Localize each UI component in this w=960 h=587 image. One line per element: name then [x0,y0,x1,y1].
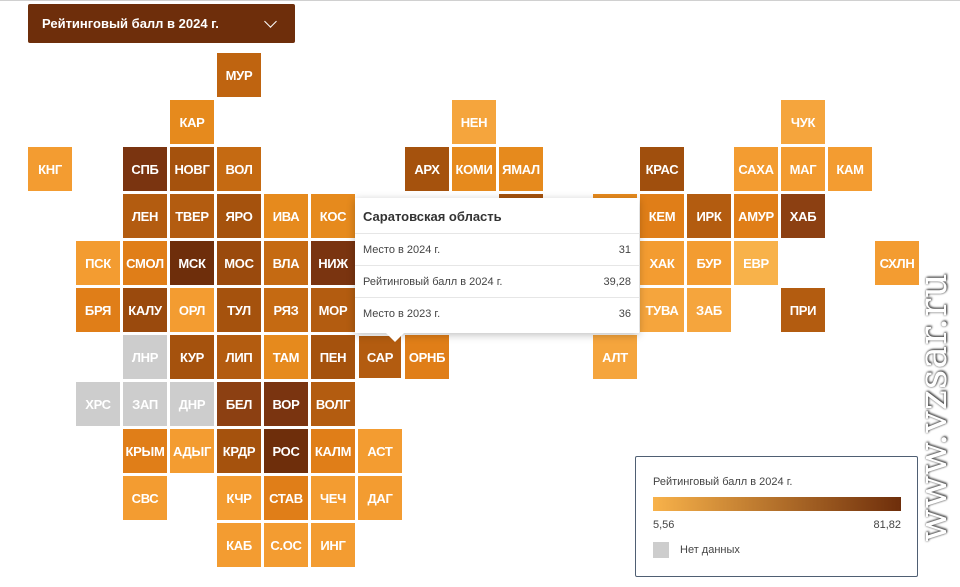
region-tile[interactable]: ЯМАЛ [499,147,543,191]
legend-min-label: 5,56 [653,519,675,531]
legend-title: Рейтинговый балл в 2024 г. [653,476,793,488]
region-tile[interactable]: ЛЕН [123,194,167,238]
tooltip-row-value: 36 [618,307,631,320]
region-tile[interactable]: МУР [217,53,261,97]
region-tile[interactable]: ЧЕЧ [311,476,355,520]
region-tile[interactable]: МОР [311,288,355,332]
region-tile[interactable]: КАР [170,100,214,144]
top-divider [0,0,960,1]
region-tile[interactable]: КАМ [828,147,872,191]
region-tile[interactable]: СТАВ [264,476,308,520]
region-tile[interactable]: ИРК [687,194,731,238]
region-tile[interactable]: ЧУК [781,100,825,144]
color-legend: Рейтинговый балл в 2024 г. 5,56 81,82 Не… [635,456,918,577]
region-tile[interactable]: МАГ [781,147,825,191]
region-tile[interactable]: ИНГ [311,523,355,567]
tooltip-row-label: Рейтинговый балл в 2024 г. [363,275,503,288]
region-tile[interactable]: ЕВР [734,241,778,285]
region-tile[interactable]: КЕМ [640,194,684,238]
region-tile[interactable]: БЕЛ [217,382,261,426]
region-tile[interactable]: КУР [170,335,214,379]
region-tile[interactable]: АДЫГ [170,429,214,473]
region-tile[interactable]: ЗАП [123,382,167,426]
tooltip-row-value: 31 [618,243,631,256]
watermark: www.vzsar.ru [911,242,955,572]
tooltip-row-label: Место в 2024 г. [363,243,441,256]
watermark-text: www.vzsar.ru [911,272,956,542]
region-tile[interactable]: ДНР [170,382,214,426]
region-tile[interactable]: ХАК [640,241,684,285]
region-tile[interactable]: ВОЛ [217,147,261,191]
region-tile[interactable]: КАЛМ [311,429,355,473]
tooltip-row-place-2024: Место в 2024 г. 31 [355,233,639,265]
region-tooltip: Саратовская область Место в 2024 г. 31 Р… [355,198,639,342]
tooltip-row-value: 39,28 [603,275,631,288]
region-tile[interactable]: БУР [687,241,731,285]
dropdown-label: Рейтинговый балл в 2024 г. [42,16,219,31]
region-tile[interactable]: ЛНР [123,335,167,379]
tooltip-row-label: Место в 2023 г. [363,307,441,320]
tooltip-row-place-2023: Место в 2023 г. 36 [355,297,639,329]
region-tile[interactable]: ТВЕР [170,194,214,238]
region-tile[interactable]: НОВГ [170,147,214,191]
tooltip-title: Саратовская область [363,209,502,224]
region-tile[interactable]: ТАМ [264,335,308,379]
region-tile[interactable]: АМУР [734,194,778,238]
region-tile[interactable]: СВС [123,476,167,520]
region-tile[interactable]: КАБ [217,523,261,567]
region-tile[interactable]: РЯЗ [264,288,308,332]
region-tile[interactable]: ОРЛ [170,288,214,332]
region-tile[interactable]: КОС [311,194,355,238]
region-tile[interactable]: КРДР [217,429,261,473]
region-tile[interactable]: КОМИ [452,147,496,191]
region-tile[interactable]: ОРНБ [405,335,449,379]
region-tile[interactable]: КРЫМ [123,429,167,473]
legend-max-label: 81,82 [873,519,901,531]
region-tile[interactable]: ПСК [76,241,120,285]
region-tile[interactable]: МОС [217,241,261,285]
region-tile[interactable]: КЧР [217,476,261,520]
region-tile[interactable]: ЗАБ [687,288,731,332]
region-tile[interactable]: АЛТ [593,335,637,379]
legend-no-data-label: Нет данных [680,544,740,556]
region-tile[interactable]: НЕН [452,100,496,144]
region-tile[interactable]: КАЛУ [123,288,167,332]
region-tile[interactable]: ИВА [264,194,308,238]
region-tile[interactable]: СХЛН [875,241,919,285]
region-tile[interactable]: АРХ [405,147,449,191]
region-tile[interactable]: КНГ [28,147,72,191]
region-tile[interactable]: САХА [734,147,778,191]
region-tile[interactable]: КРАС [640,147,684,191]
region-tile[interactable]: ТУЛ [217,288,261,332]
region-tile[interactable]: ВОЛГ [311,382,355,426]
legend-gradient-bar [653,497,901,511]
region-tile[interactable]: ТУВА [640,288,684,332]
legend-no-data-swatch [653,542,669,558]
tooltip-row-score-2024: Рейтинговый балл в 2024 г. 39,28 [355,265,639,297]
region-tile[interactable]: ВОР [264,382,308,426]
indicator-dropdown[interactable]: Рейтинговый балл в 2024 г. [28,4,295,43]
region-tile[interactable]: ПРИ [781,288,825,332]
region-tile[interactable]: АСТ [358,429,402,473]
region-tile[interactable]: БРЯ [76,288,120,332]
region-tile[interactable]: ХАБ [781,194,825,238]
region-tile[interactable]: С.ОС [264,523,308,567]
region-tile[interactable]: ПЕН [311,335,355,379]
region-tile[interactable]: САР [358,335,402,379]
region-tile[interactable]: ДАГ [358,476,402,520]
region-tile[interactable]: МСК [170,241,214,285]
tooltip-pointer [386,333,404,342]
region-tile[interactable]: ВЛА [264,241,308,285]
region-tile[interactable]: СПБ [123,147,167,191]
region-tile[interactable]: ЯРО [217,194,261,238]
region-tile[interactable]: ЛИП [217,335,261,379]
region-tile[interactable]: СМОЛ [123,241,167,285]
region-tile[interactable]: ХРС [76,382,120,426]
region-tile[interactable]: НИЖ [311,241,355,285]
region-tile[interactable]: РОС [264,429,308,473]
